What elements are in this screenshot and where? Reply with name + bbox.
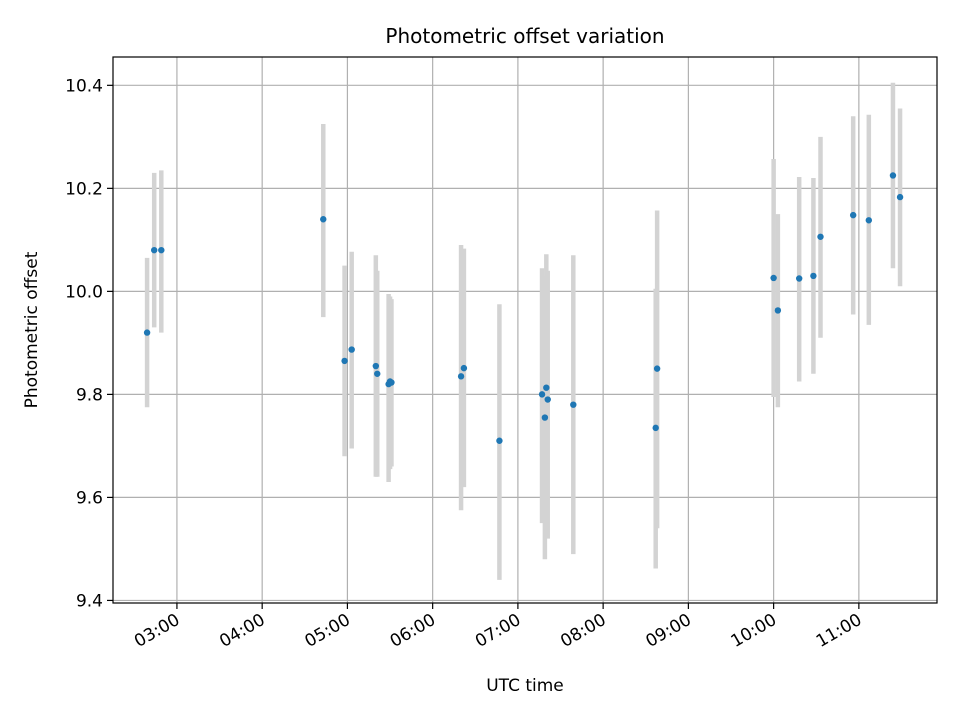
y-tick-label: 10.4 [65,76,103,96]
y-tick-label: 9.6 [76,488,103,508]
data-point [653,365,661,372]
data-point [538,391,546,398]
chart-title: Photometric offset variation [385,24,664,48]
data-point [543,384,550,391]
y-tick-label: 9.8 [76,385,103,405]
x-axis-label: UTC time [486,676,564,696]
data-point [652,424,659,432]
data-point [849,211,857,219]
point-layer [143,172,904,444]
y-tick-label: 10.0 [65,282,103,302]
y-tick-label: 9.4 [76,591,103,611]
data-point [774,307,782,314]
data-point [143,329,151,336]
data-point [896,193,904,201]
data-point [810,272,817,280]
data-point [770,274,777,282]
plot-frame [112,56,938,604]
data-point [865,217,873,224]
data-point [348,346,355,353]
data-point [544,396,551,403]
data-point [158,246,165,254]
y-tick-label: 10.2 [65,179,103,199]
data-point [151,246,158,254]
data-point [320,216,327,223]
data-point [795,275,803,282]
data-point [817,233,824,240]
data-point [374,370,381,377]
data-point [372,362,380,370]
data-point [457,373,465,380]
data-point [570,401,577,408]
data-point [388,379,395,386]
data-point [460,364,468,372]
data-point [496,437,503,444]
data-point [541,414,549,421]
data-point [341,357,348,365]
y-axis-label: Photometric offset [22,251,42,408]
data-point [889,172,897,179]
